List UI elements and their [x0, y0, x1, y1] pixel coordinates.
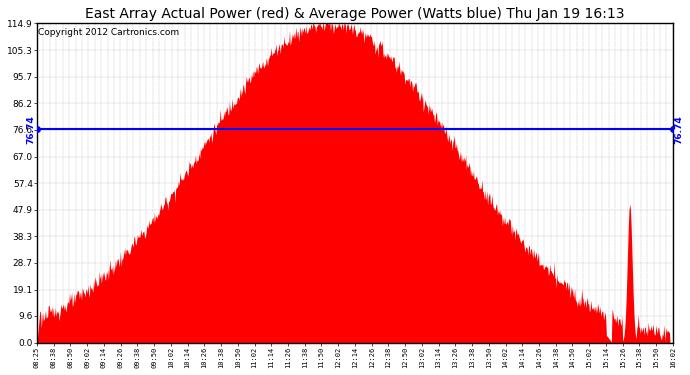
Title: East Array Actual Power (red) & Average Power (Watts blue) Thu Jan 19 16:13: East Array Actual Power (red) & Average … — [85, 7, 624, 21]
Text: 76.74: 76.74 — [27, 115, 36, 144]
Text: 76.74: 76.74 — [674, 115, 683, 144]
Text: Copyright 2012 Cartronics.com: Copyright 2012 Cartronics.com — [39, 28, 179, 37]
